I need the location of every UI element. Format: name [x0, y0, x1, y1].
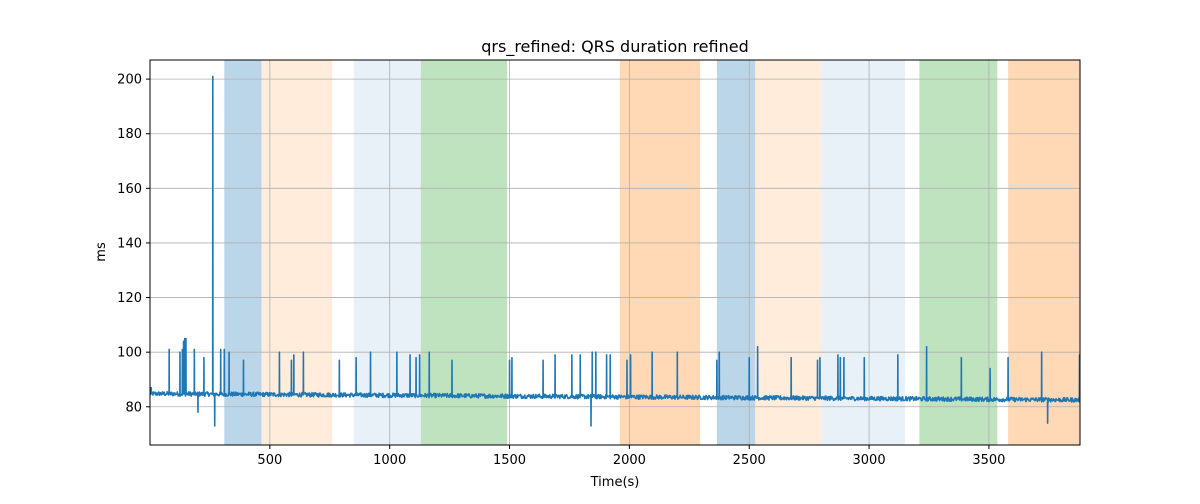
y-tick-label-3: 140 [117, 236, 142, 251]
data-series [150, 75, 1080, 427]
plot-frame [149, 59, 1081, 446]
y-tick-label-4: 160 [117, 182, 142, 197]
y-tick-label-5: 180 [117, 127, 142, 142]
grid-lines [150, 60, 1080, 445]
y-axis-label: ms [94, 242, 109, 262]
y-tick-label-6: 200 [117, 73, 142, 88]
band-1 [261, 60, 333, 445]
series-line-qrs-refined [150, 75, 1080, 427]
highlight-bands [224, 60, 1080, 445]
band-9 [1008, 60, 1080, 445]
y-tick-label-1: 100 [117, 346, 142, 361]
band-7 [821, 60, 906, 445]
y-tick-label-0: 80 [125, 400, 142, 415]
x-axis-ticks: 500 1000 1500 2000 2500 3000 3500 [257, 445, 1005, 468]
x-tick-label-2: 1500 [493, 453, 526, 468]
y-axis-ticks: 80 100 120 140 160 180 200 [117, 73, 150, 415]
band-3 [420, 60, 508, 445]
chart-title: qrs_refined: QRS duration refined [481, 37, 749, 57]
x-tick-label-4: 2500 [733, 453, 766, 468]
band-6 [755, 60, 822, 445]
band-4 [619, 60, 701, 445]
x-tick-label-0: 500 [257, 453, 282, 468]
x-tick-label-6: 3500 [972, 453, 1005, 468]
band-8 [919, 60, 998, 445]
x-tick-label-1: 1000 [373, 453, 406, 468]
y-tick-label-2: 120 [117, 291, 142, 306]
x-tick-label-3: 2000 [613, 453, 646, 468]
x-tick-label-5: 3000 [853, 453, 886, 468]
x-axis-label: Time(s) [590, 475, 640, 490]
